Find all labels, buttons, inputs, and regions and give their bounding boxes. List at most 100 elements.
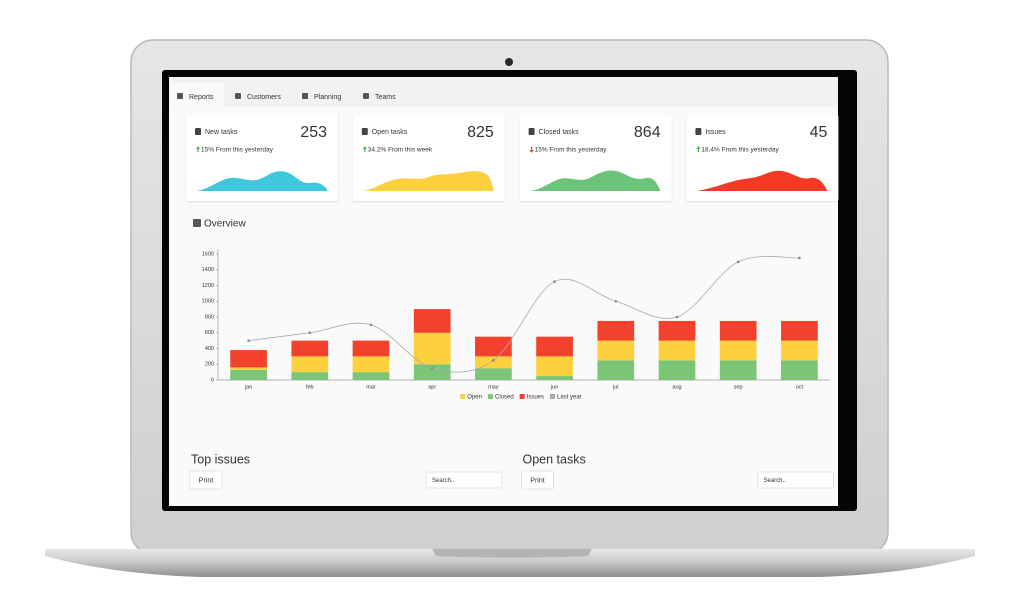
x-tick-label: mar bbox=[366, 384, 376, 390]
y-tick-label: 800 bbox=[205, 314, 214, 320]
print-button[interactable] bbox=[189, 470, 223, 490]
line-point bbox=[369, 323, 373, 327]
bar-segment bbox=[230, 367, 267, 370]
tab-label[interactable]: Customers bbox=[247, 94, 281, 101]
panel-title: Open tasks bbox=[523, 452, 586, 466]
y-tick-label: 1000 bbox=[202, 299, 214, 305]
bar-segment bbox=[475, 356, 512, 369]
bar-segment bbox=[352, 356, 390, 373]
bar-segment bbox=[536, 376, 573, 380]
card-icon bbox=[361, 128, 368, 135]
legend-label[interactable]: Last year bbox=[557, 395, 582, 401]
tab-icon bbox=[235, 93, 241, 99]
bar-segment bbox=[475, 368, 512, 380]
card-title: Issues bbox=[705, 129, 726, 136]
camera bbox=[505, 58, 513, 66]
bar-segment bbox=[658, 360, 696, 380]
overview-title: Overview bbox=[204, 219, 246, 230]
legend-swatch bbox=[550, 394, 556, 399]
y-tick-label: 1600 bbox=[202, 251, 214, 257]
bar-segment bbox=[291, 372, 329, 380]
bar-segment bbox=[230, 369, 267, 380]
laptop-base bbox=[45, 549, 975, 577]
line-point bbox=[430, 366, 434, 370]
sparkline-area bbox=[529, 170, 661, 191]
y-tick-label: 0 bbox=[211, 377, 214, 383]
x-tick-label: aug bbox=[672, 384, 681, 390]
stat-card bbox=[186, 115, 338, 201]
sparkline-area bbox=[696, 170, 828, 191]
y-tick-label: 600 bbox=[205, 330, 214, 336]
bar-segment bbox=[413, 364, 451, 380]
x-tick-label: jul bbox=[612, 384, 619, 390]
card-change: 34.2% From this week bbox=[368, 147, 433, 154]
tab-label[interactable]: Reports bbox=[189, 94, 214, 101]
search-input[interactable] bbox=[425, 471, 503, 489]
line-point bbox=[675, 315, 679, 319]
line-point bbox=[308, 331, 312, 335]
search-placeholder[interactable]: Search.. bbox=[432, 478, 455, 484]
line-point bbox=[553, 280, 556, 283]
bar-segment bbox=[781, 340, 818, 361]
x-tick-label: apr bbox=[428, 384, 436, 390]
print-button-label[interactable]: Print bbox=[530, 477, 544, 484]
legend: Open Closed Issues Last year bbox=[460, 394, 582, 401]
card-icon bbox=[195, 128, 201, 135]
print-button-label[interactable]: Print bbox=[199, 477, 213, 484]
card-icon bbox=[695, 128, 702, 135]
bar-segment bbox=[536, 336, 573, 357]
search-placeholder[interactable]: Search.. bbox=[764, 478, 787, 484]
card-title: New tasks bbox=[205, 129, 238, 136]
tab-bar bbox=[169, 77, 838, 107]
card-value: 45 bbox=[810, 124, 828, 141]
card-change: 15% From this yesterday bbox=[201, 147, 274, 154]
tab-label[interactable]: Planning bbox=[314, 94, 341, 101]
x-tick-label: sep bbox=[734, 384, 743, 390]
line-point bbox=[247, 339, 250, 342]
legend-label[interactable]: Closed bbox=[495, 395, 514, 401]
print-button[interactable] bbox=[521, 470, 554, 490]
bar-segment bbox=[719, 360, 757, 380]
legend-label[interactable]: Issues bbox=[527, 395, 544, 401]
legend-swatch bbox=[460, 394, 466, 399]
overview-icon bbox=[193, 219, 201, 227]
bar-segment bbox=[352, 340, 390, 357]
card-title: Closed tasks bbox=[539, 129, 580, 136]
bar-segment bbox=[413, 332, 451, 365]
x-tick-label: jan bbox=[244, 384, 252, 390]
bar-segment bbox=[413, 309, 451, 333]
bar-segment bbox=[352, 372, 390, 380]
bar-segment bbox=[781, 320, 818, 341]
tab-label[interactable]: Teams bbox=[375, 94, 396, 101]
card-value: 253 bbox=[300, 124, 327, 141]
bar-segment bbox=[597, 360, 635, 380]
x-tick-label: jun bbox=[550, 384, 558, 390]
line-point bbox=[614, 299, 618, 303]
y-tick-label: 200 bbox=[205, 362, 214, 368]
card-change: 18.4% From this yesterday bbox=[701, 147, 779, 154]
bar-segment bbox=[597, 340, 635, 361]
bar-segment bbox=[536, 356, 573, 377]
search-input[interactable] bbox=[757, 471, 834, 489]
card-title: Open tasks bbox=[372, 129, 408, 136]
legend-swatch bbox=[487, 394, 493, 399]
bar-segment bbox=[230, 350, 267, 368]
bar-segment bbox=[658, 320, 696, 341]
card-value: 864 bbox=[634, 124, 661, 141]
y-tick-label: 1200 bbox=[202, 283, 214, 289]
line-point bbox=[492, 359, 495, 362]
legend-label[interactable]: Open bbox=[467, 395, 482, 401]
legend-swatch bbox=[519, 394, 525, 399]
x-tick-label: feb bbox=[306, 384, 314, 390]
tab-icon bbox=[302, 93, 308, 99]
bar-segment bbox=[719, 340, 757, 361]
tab-icon bbox=[363, 93, 369, 99]
line-point bbox=[798, 256, 801, 260]
line-series bbox=[248, 255, 800, 373]
bar-segment bbox=[658, 340, 696, 361]
trend-arrow bbox=[696, 146, 701, 152]
bar-segment bbox=[719, 320, 757, 341]
x-tick-label: may bbox=[488, 384, 499, 390]
